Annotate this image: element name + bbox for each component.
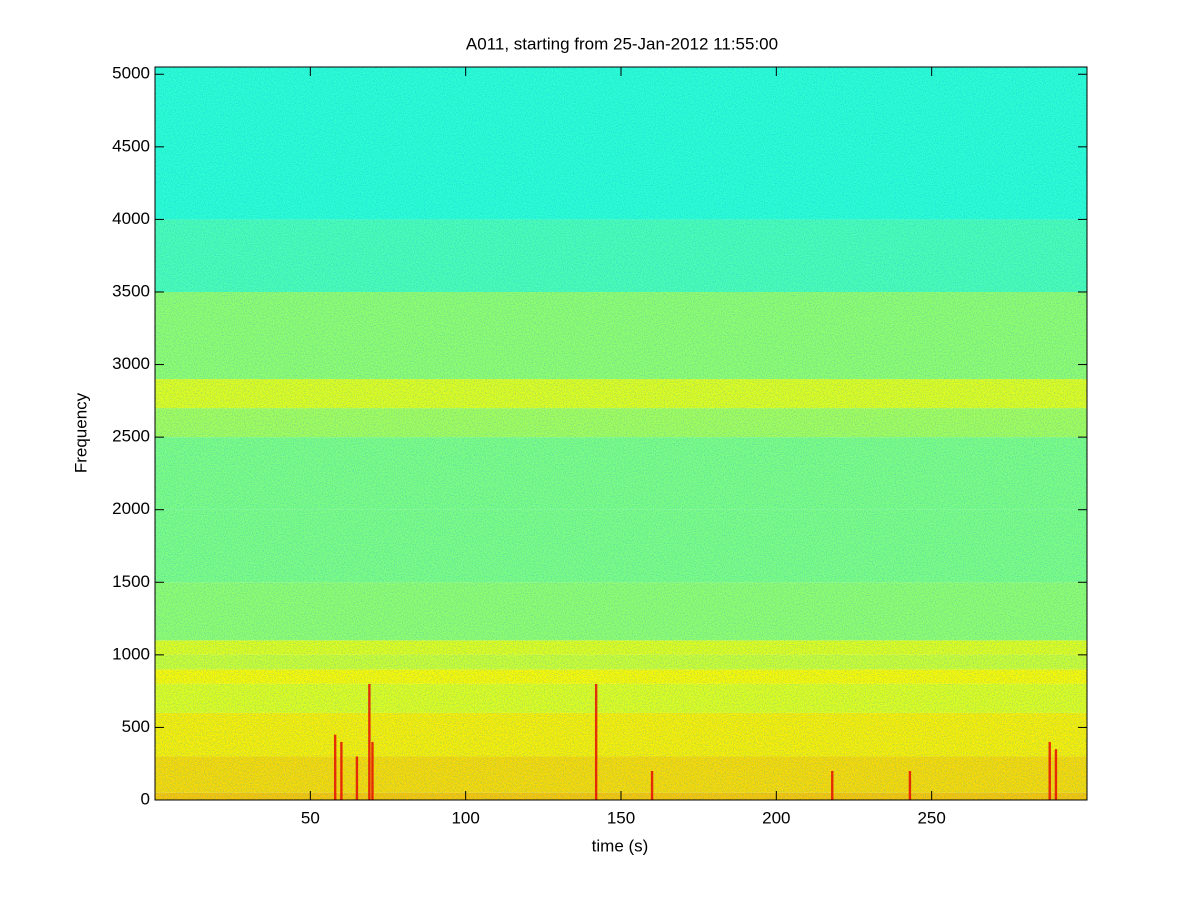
event-streak: [650, 770, 654, 800]
y-tick-label: 4000: [112, 209, 150, 228]
y-tick-label: 5000: [112, 64, 150, 83]
y-axis-label: Frequency: [71, 392, 90, 473]
event-streak: [831, 770, 834, 800]
axes: 50 100 150 200 25005001000150020002500300035…: [112, 64, 1088, 827]
noise-texture: [155, 67, 1087, 800]
chart-title: A011, starting from 25-Jan-2012 11:55:00: [466, 34, 778, 53]
event-streak: [908, 770, 912, 800]
y-tick-label: 0: [141, 789, 150, 808]
x-tick-label: 250: [917, 808, 945, 827]
event-streak: [1054, 749, 1058, 800]
x-axis-label: time (s): [592, 836, 649, 855]
x-tick-label: 200: [762, 808, 790, 827]
plot-area: [155, 67, 1087, 800]
event-streak: [371, 741, 374, 800]
x-tick-label: 100: [451, 808, 479, 827]
x-tick-label: 150: [607, 808, 635, 827]
event-streak: [333, 734, 337, 800]
event-streak: [594, 683, 598, 800]
y-tick-label: 500: [122, 717, 150, 736]
event-streak: [1048, 741, 1051, 800]
y-tick-label: 3500: [112, 281, 150, 300]
event-streak: [368, 683, 371, 800]
y-tick-label: 1000: [112, 644, 150, 663]
y-tick-label: 2000: [112, 499, 150, 518]
x-tick-label: 50: [301, 808, 320, 827]
event-streak: [340, 741, 343, 800]
y-tick-label: 3000: [112, 354, 150, 373]
y-tick-label: 4500: [112, 136, 150, 155]
event-streak: [355, 756, 359, 800]
y-tick-label: 1500: [112, 572, 150, 591]
y-tick-label: 2500: [112, 427, 150, 446]
